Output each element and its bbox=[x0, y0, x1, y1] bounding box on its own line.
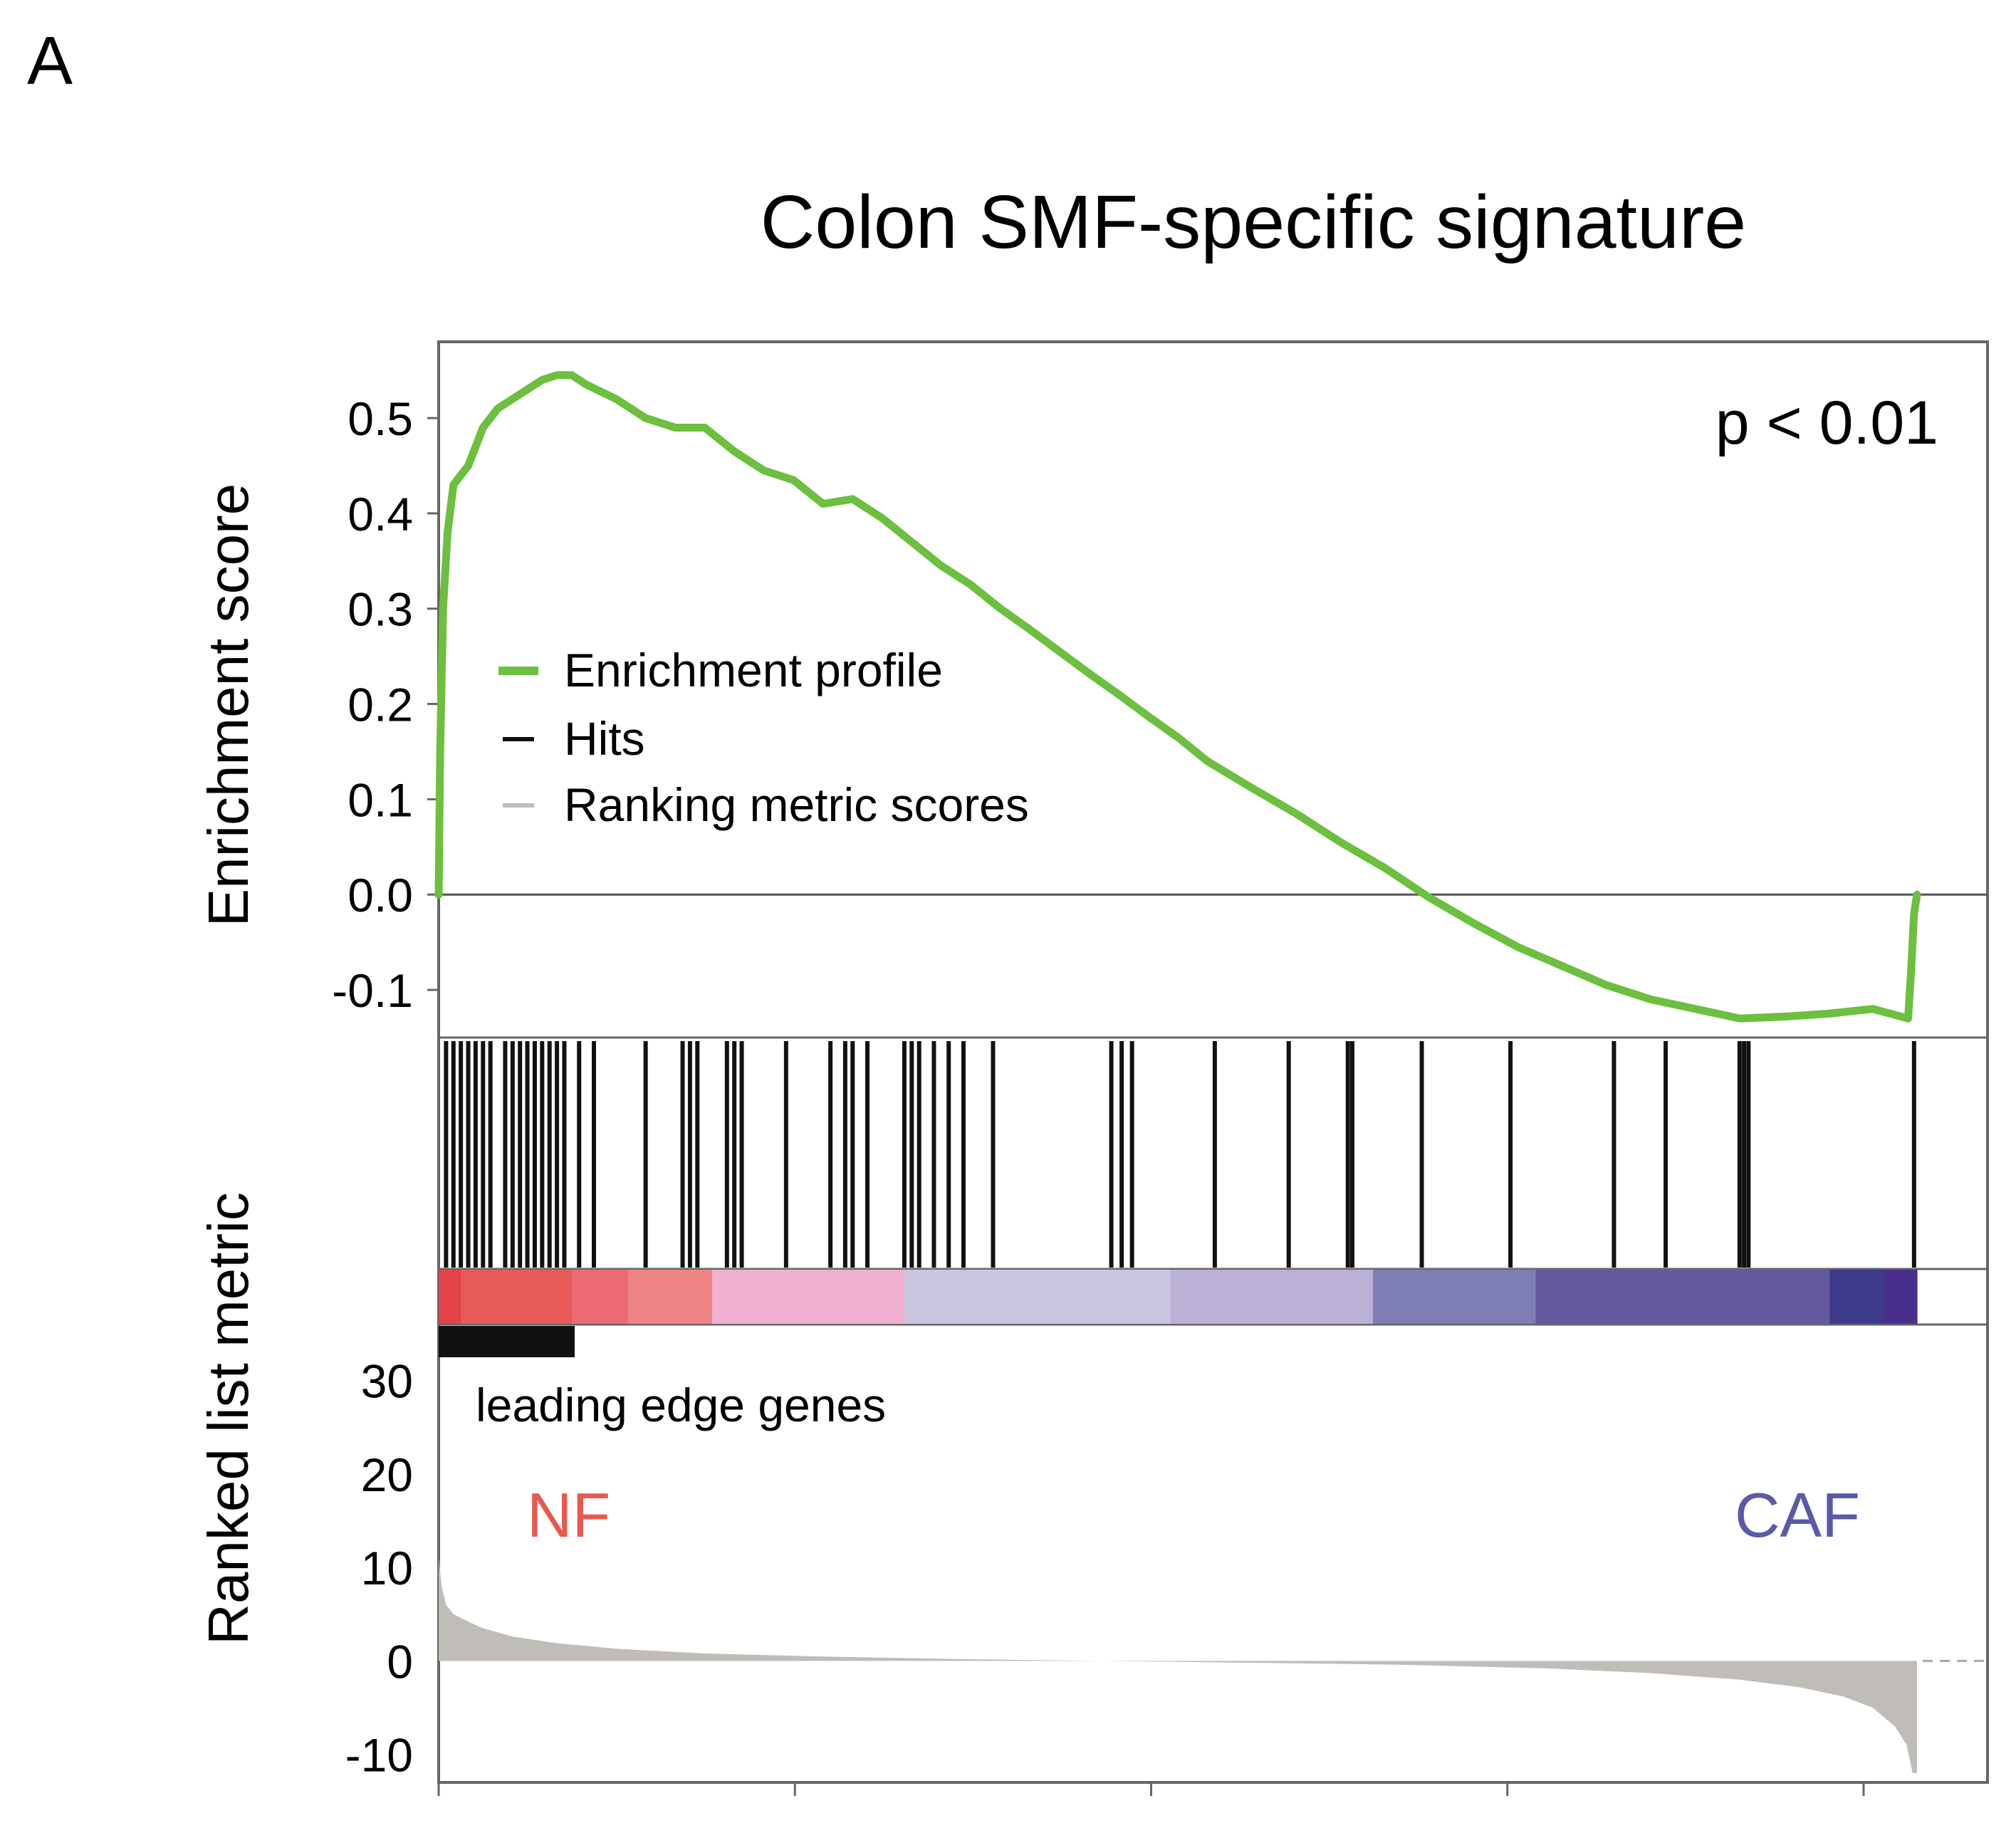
gradient-segment bbox=[571, 1270, 629, 1324]
legend-label-hits: Hits bbox=[564, 712, 645, 765]
metric-ylabel: Ranked list metric bbox=[197, 1192, 260, 1645]
enrichment-y-axis: 0.5 0.4 0.3 0.2 0.1 0.0 -0.1 bbox=[332, 392, 439, 1017]
legend-label-metric: Ranking metric scores bbox=[564, 778, 1029, 831]
gradient-segment bbox=[627, 1270, 713, 1324]
metric-y-axis: 30 20 10 0 -10 bbox=[345, 1355, 413, 1782]
enrichment-profile-line bbox=[434, 371, 1921, 1023]
enrichment-ytick-label: 0.2 bbox=[348, 679, 413, 731]
metric-ytick-label: -10 bbox=[345, 1729, 413, 1782]
x-axis-ticks bbox=[437, 1782, 1865, 1796]
gradient-segment bbox=[461, 1270, 573, 1324]
enrichment-ytick-label: 0.1 bbox=[348, 773, 413, 826]
metric-ytick-label: 0 bbox=[387, 1635, 413, 1688]
metric-ytick-label: 30 bbox=[361, 1355, 413, 1408]
gradient-segment bbox=[1884, 1270, 1918, 1324]
hits-track bbox=[444, 1041, 1916, 1268]
nf-group-label: NF bbox=[527, 1480, 610, 1550]
enrichment-ytick-label: 0.5 bbox=[348, 392, 413, 445]
gradient-segment bbox=[712, 1270, 905, 1324]
enrichment-ylabel: Enrichment score bbox=[197, 484, 260, 926]
ranking-metric-area bbox=[439, 1558, 1917, 1773]
metric-ytick-label: 20 bbox=[361, 1448, 413, 1501]
gradient-segment bbox=[1373, 1270, 1536, 1324]
enrichment-ytick-label: 0.4 bbox=[348, 488, 413, 540]
leading-edge-bar bbox=[439, 1326, 575, 1357]
gradient-segment bbox=[1829, 1270, 1885, 1324]
gradient-segment bbox=[439, 1270, 461, 1324]
p-value-annotation: p < 0.01 bbox=[1715, 389, 1938, 457]
gradient-segment bbox=[1535, 1270, 1831, 1324]
caf-group-label: CAF bbox=[1735, 1480, 1860, 1550]
legend-label-profile: Enrichment profile bbox=[564, 644, 943, 696]
gradient-segment bbox=[904, 1270, 1171, 1324]
plot-frame bbox=[437, 340, 1989, 1784]
panel-label: A bbox=[27, 23, 73, 99]
enrichment-ytick-label: 0.3 bbox=[348, 583, 413, 636]
enrichment-ytick-label: -0.1 bbox=[332, 964, 413, 1017]
enrichment-ytick-label: 0.0 bbox=[348, 869, 413, 921]
metric-ytick-label: 10 bbox=[361, 1542, 413, 1594]
leading-edge-label: leading edge genes bbox=[476, 1379, 886, 1431]
gradient-segment bbox=[1170, 1270, 1374, 1324]
rank-gradient-bar bbox=[439, 1270, 1918, 1324]
legend: Enrichment profile Hits Ranking metric s… bbox=[498, 644, 1029, 831]
chart-title: Colon SMF-specific signature bbox=[761, 180, 1746, 264]
